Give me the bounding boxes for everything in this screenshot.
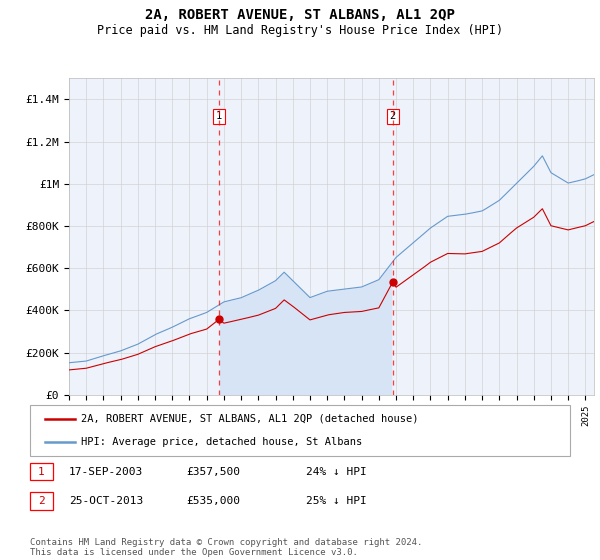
- Text: 2A, ROBERT AVENUE, ST ALBANS, AL1 2QP: 2A, ROBERT AVENUE, ST ALBANS, AL1 2QP: [145, 8, 455, 22]
- Text: £357,500: £357,500: [186, 466, 240, 477]
- Text: £535,000: £535,000: [186, 496, 240, 506]
- Text: 1: 1: [216, 111, 222, 122]
- Text: 17-SEP-2003: 17-SEP-2003: [69, 466, 143, 477]
- Text: 24% ↓ HPI: 24% ↓ HPI: [306, 466, 367, 477]
- Text: 2: 2: [38, 496, 45, 506]
- Text: 25% ↓ HPI: 25% ↓ HPI: [306, 496, 367, 506]
- Text: HPI: Average price, detached house, St Albans: HPI: Average price, detached house, St A…: [81, 437, 362, 447]
- Text: 2: 2: [389, 111, 396, 122]
- Text: Price paid vs. HM Land Registry's House Price Index (HPI): Price paid vs. HM Land Registry's House …: [97, 24, 503, 37]
- Text: 2A, ROBERT AVENUE, ST ALBANS, AL1 2QP (detached house): 2A, ROBERT AVENUE, ST ALBANS, AL1 2QP (d…: [81, 414, 419, 424]
- Text: 25-OCT-2013: 25-OCT-2013: [69, 496, 143, 506]
- Text: Contains HM Land Registry data © Crown copyright and database right 2024.
This d: Contains HM Land Registry data © Crown c…: [30, 538, 422, 557]
- Text: 1: 1: [38, 466, 45, 477]
